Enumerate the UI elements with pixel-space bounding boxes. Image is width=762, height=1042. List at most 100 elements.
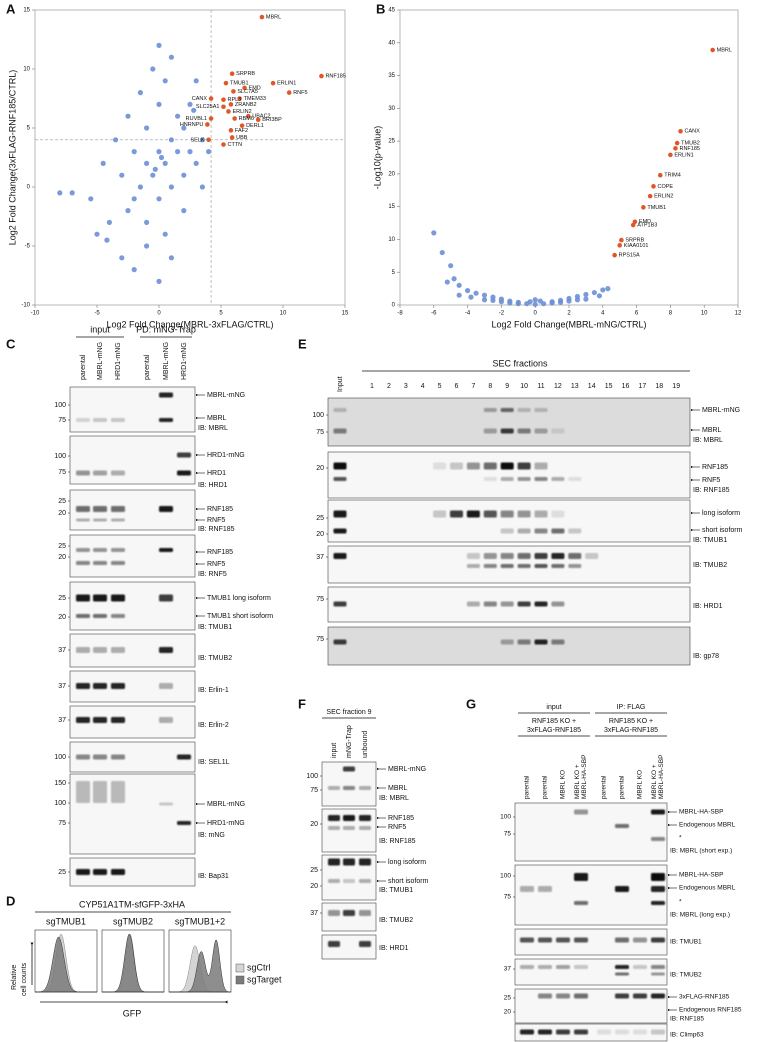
band-label: RNF185 xyxy=(207,506,233,513)
band xyxy=(76,781,90,803)
size-marker: 100 xyxy=(306,773,318,780)
y-tick-label: 25 xyxy=(388,139,395,145)
hit-point xyxy=(710,47,715,53)
band xyxy=(517,639,531,645)
lane-label: unbound xyxy=(362,731,369,758)
data-point xyxy=(456,282,462,288)
data-point xyxy=(468,294,474,300)
data-point xyxy=(144,219,150,225)
hit-point xyxy=(239,123,245,128)
band-label: 3xFLAG-RNF185 xyxy=(679,994,730,1001)
band xyxy=(76,506,90,512)
band xyxy=(517,510,531,518)
band xyxy=(328,858,340,866)
data-point xyxy=(131,149,137,155)
x-tick-label: 8 xyxy=(669,311,673,317)
hit-point xyxy=(678,128,683,134)
band xyxy=(159,506,173,512)
hit-label: ERLIN2 xyxy=(654,194,673,200)
size-marker: 37 xyxy=(58,717,66,724)
band xyxy=(517,408,531,412)
band-label: HRD1 xyxy=(207,470,226,477)
band xyxy=(534,408,548,412)
band xyxy=(651,937,665,943)
lane-label: 15 xyxy=(605,383,613,390)
data-point xyxy=(507,300,513,306)
x-tick-label: 6 xyxy=(635,311,639,317)
hit-label: KIAA0101 xyxy=(624,243,649,249)
blot-strip xyxy=(69,857,196,887)
data-point xyxy=(144,243,150,249)
histogram xyxy=(169,939,232,993)
data-point xyxy=(583,291,589,298)
x-axis-label: GFP xyxy=(123,1008,142,1018)
data-point xyxy=(168,54,174,60)
hit-label: TMUB2 xyxy=(681,141,700,147)
y-tick-label: 10 xyxy=(388,237,395,243)
blot-strip xyxy=(321,902,377,932)
lane-label: parental xyxy=(601,775,608,799)
panel-letter: C xyxy=(6,336,16,351)
band xyxy=(76,561,90,565)
band xyxy=(93,647,107,653)
band xyxy=(466,601,480,607)
band xyxy=(111,594,125,602)
band xyxy=(534,601,548,607)
ib-label: IB: TMUB1 xyxy=(670,939,702,946)
data-point xyxy=(144,160,150,166)
size-marker: 75 xyxy=(58,417,66,424)
band xyxy=(517,528,531,534)
hit-point xyxy=(237,96,242,101)
hit-label: CANX xyxy=(685,129,701,135)
data-point xyxy=(168,137,174,143)
x-tick-label: 0 xyxy=(534,311,538,317)
band xyxy=(500,477,514,481)
hit-point xyxy=(630,222,636,228)
band xyxy=(93,418,107,422)
hit-label: MBRL xyxy=(266,15,281,21)
hit-point xyxy=(206,137,211,143)
lane-label: MBRL-mNG xyxy=(163,342,170,380)
lane-label: 9 xyxy=(505,383,509,390)
hit-label: CANX xyxy=(192,96,208,102)
band-label: Endogenous RNF185 xyxy=(679,1007,742,1014)
lane-label: MBRL KO xyxy=(560,770,567,799)
lane-label: mNG-Trap xyxy=(346,725,353,758)
data-point xyxy=(591,289,597,296)
x-tick-label: 0 xyxy=(157,311,161,317)
histogram-frame xyxy=(168,929,232,993)
band xyxy=(520,1029,534,1035)
band xyxy=(466,462,480,470)
band xyxy=(76,614,90,618)
size-marker: 20 xyxy=(504,1009,512,1016)
band xyxy=(597,1029,611,1035)
band xyxy=(538,1029,552,1035)
band xyxy=(93,518,107,522)
band xyxy=(359,910,371,916)
data-point xyxy=(181,125,187,131)
data-point xyxy=(481,292,488,298)
size-marker: 100 xyxy=(54,754,66,761)
hit-label: SRPRB xyxy=(625,238,644,244)
hit-point xyxy=(259,14,265,20)
hit-point xyxy=(229,135,235,140)
data-point xyxy=(113,137,119,143)
blot-strip xyxy=(69,435,196,485)
ib-label: IB: MBRL (long exp.) xyxy=(670,912,730,919)
ib-label: IB: Erlin-2 xyxy=(198,722,229,729)
data-point xyxy=(583,296,589,302)
band-label: long isoform xyxy=(702,510,740,517)
size-marker: 20 xyxy=(58,510,66,517)
hit-label: HNRNPU xyxy=(180,122,204,128)
band xyxy=(343,786,355,790)
band xyxy=(111,548,125,552)
band-label: short isoform xyxy=(702,527,743,534)
group-subheader: RNF185 KO + xyxy=(532,718,576,725)
hit-label: FAF2 xyxy=(235,128,248,134)
group-header: SEC fraction 9 xyxy=(326,709,371,716)
hit-label: TRIM4 xyxy=(664,173,681,179)
data-point xyxy=(156,278,162,284)
data-point xyxy=(156,196,162,202)
size-marker: 75 xyxy=(58,469,66,476)
ib-label: IB: gp78 xyxy=(693,653,719,660)
